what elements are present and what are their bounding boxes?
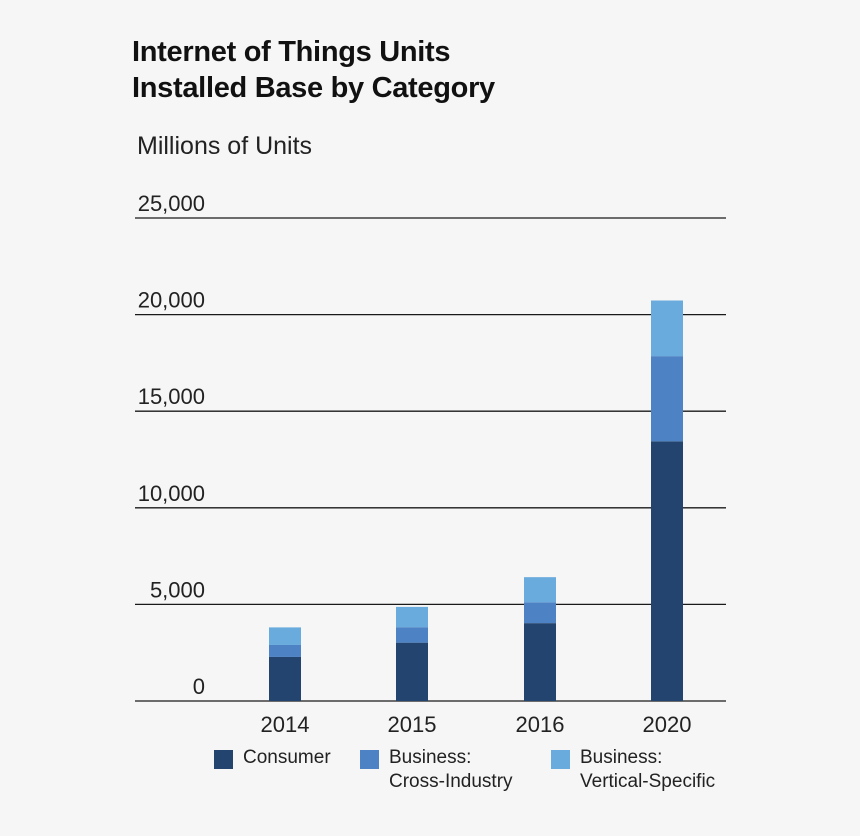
legend-swatch-2 (551, 750, 570, 769)
y-tick-label-5: 25,000 (138, 191, 205, 216)
legend-label-1: Business: Cross-Industry (389, 747, 513, 792)
bar-2020-series-2 (651, 300, 683, 357)
y-tick-label-4: 20,000 (138, 288, 205, 313)
chart-title-line-2: Installed Base by Category (132, 72, 495, 104)
x-tick-label-2015: 2015 (388, 712, 437, 737)
chart-title: Internet of Things Units Installed Base … (132, 34, 495, 106)
legend-swatch-0 (214, 750, 233, 769)
bar-2014-series-0 (269, 656, 301, 701)
bar-2016-series-0 (524, 623, 556, 701)
bar-2014-series-1 (269, 644, 301, 657)
bar-2015-series-1 (396, 627, 428, 643)
bar-2014-series-2 (269, 627, 301, 645)
y-tick-label-2: 10,000 (138, 481, 205, 506)
bar-2016-series-1 (524, 602, 556, 624)
legend-item-0: Consumer (214, 746, 331, 770)
bar-2020-series-1 (651, 356, 683, 442)
legend-label-0: Consumer (243, 747, 331, 768)
legend-swatch-1 (360, 750, 379, 769)
legend-item-1: Business: Cross-Industry (360, 746, 513, 794)
chart-title-line-1: Internet of Things Units (132, 36, 451, 68)
legend-item-2: Business: Vertical-Specific (551, 746, 715, 794)
y-tick-label-1: 5,000 (150, 577, 205, 602)
y-tick-label-3: 15,000 (138, 384, 205, 409)
y-tick-label-0: 0 (193, 674, 205, 699)
bar-2020-series-0 (651, 441, 683, 701)
bar-2015-series-0 (396, 642, 428, 701)
x-tick-label-2014: 2014 (261, 712, 310, 737)
x-tick-label-2020: 2020 (643, 712, 692, 737)
x-tick-label-2016: 2016 (516, 712, 565, 737)
y-axis-label: Millions of Units (137, 132, 313, 160)
legend-label-2: Business: Vertical-Specific (580, 747, 716, 792)
legend: Consumer Business: Cross-Industry Business… (0, 746, 860, 806)
bar-2015-series-2 (396, 606, 428, 628)
bar-2016-series-2 (524, 577, 556, 603)
